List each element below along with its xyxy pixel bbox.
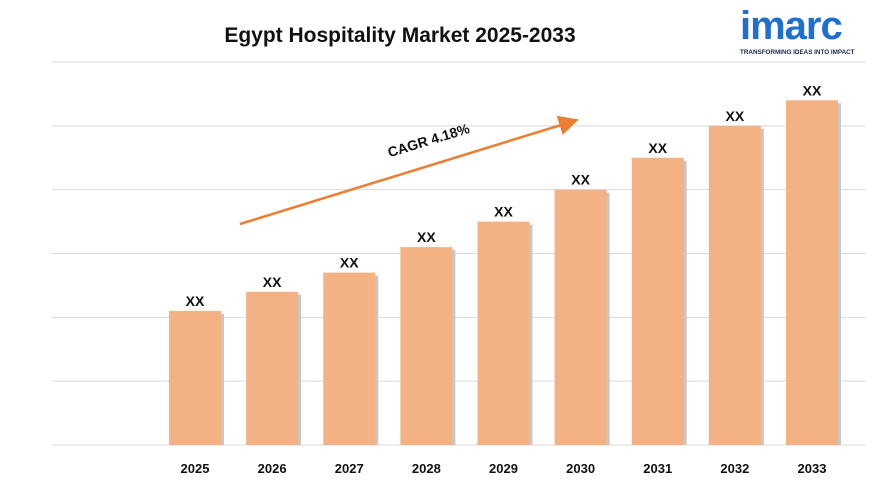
data-labels: XX XX XX XX XX XX XX XX XX (186, 82, 822, 309)
data-label-2032: XX (726, 108, 745, 124)
x-tick-label-2028: 2028 (412, 461, 441, 476)
x-tick-label-2031: 2031 (643, 461, 672, 476)
data-label-2029: XX (494, 204, 513, 220)
data-label-2033: XX (803, 82, 822, 98)
bars (169, 100, 841, 446)
data-label-2028: XX (417, 229, 436, 245)
x-tick-label-2025: 2025 (181, 461, 210, 476)
x-tick-label-2026: 2026 (258, 461, 287, 476)
logo-tagline: TRANSFORMING IDEAS INTO IMPACT (740, 49, 855, 56)
x-tick-label-2032: 2032 (720, 461, 749, 476)
bar-2031 (631, 157, 684, 445)
x-tick-label-2033: 2033 (798, 461, 827, 476)
cagr-annotation: CAGR 4.18% (239, 115, 579, 226)
data-label-2025: XX (186, 293, 205, 309)
logo-wordmark: imarc (740, 4, 843, 48)
bar-2030 (554, 189, 607, 445)
bar-2026 (246, 291, 299, 445)
bar-2029 (477, 221, 530, 445)
bar-2033 (786, 100, 838, 446)
data-label-2030: XX (571, 172, 590, 188)
x-tick-label-2029: 2029 (489, 461, 518, 476)
x-tick-label-2027: 2027 (335, 461, 364, 476)
x-axis-tick-labels: 2025 2026 2027 2028 2029 2030 2031 2032 2033 (181, 461, 827, 476)
data-label-2026: XX (263, 274, 282, 290)
bar-2028 (400, 247, 453, 445)
chart-title: Egypt Hospitality Market 2025-2033 (224, 24, 576, 47)
cagr-arrow (239, 115, 579, 226)
bar-2025 (169, 310, 221, 445)
bar-2027 (323, 272, 376, 445)
x-tick-label-2030: 2030 (566, 461, 595, 476)
data-label-2031: XX (648, 140, 667, 156)
bar-2032 (708, 125, 761, 445)
data-label-2027: XX (340, 255, 359, 271)
imarc-logo: imarc TRANSFORMING IDEAS INTO IMPACT (733, 4, 863, 62)
